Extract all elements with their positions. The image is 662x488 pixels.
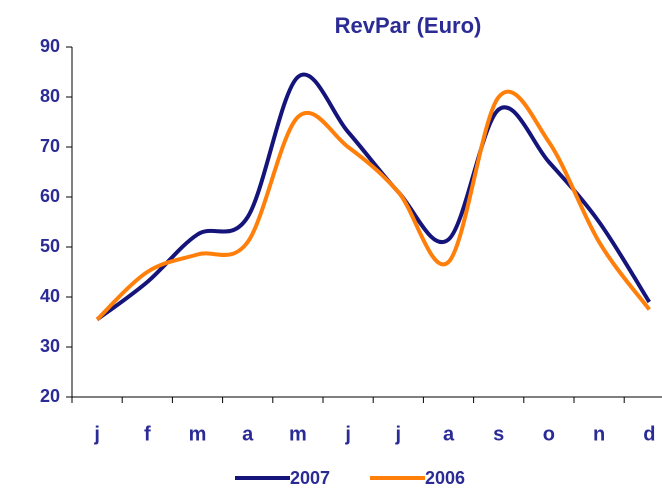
chart-title: RevPar (Euro) bbox=[335, 13, 482, 38]
legend-label: 2006 bbox=[425, 468, 465, 488]
x-tick-label: d bbox=[643, 423, 655, 445]
y-tick-label: 40 bbox=[40, 286, 60, 306]
y-tick-label: 20 bbox=[40, 386, 60, 406]
x-tick-label: a bbox=[443, 423, 455, 445]
y-tick-label: 80 bbox=[40, 86, 60, 106]
legend-label: 2007 bbox=[290, 468, 330, 488]
y-tick-label: 70 bbox=[40, 136, 60, 156]
y-tick-label: 30 bbox=[40, 336, 60, 356]
x-tick-label: m bbox=[289, 423, 307, 445]
x-tick-label: j bbox=[93, 423, 100, 445]
x-tick-label: o bbox=[543, 423, 555, 445]
x-tick-label: a bbox=[242, 423, 254, 445]
x-tick-label: f bbox=[144, 423, 151, 445]
y-tick-label: 90 bbox=[40, 36, 60, 56]
y-tick-label: 50 bbox=[40, 236, 60, 256]
series-line bbox=[95, 72, 651, 322]
series-line bbox=[95, 89, 651, 321]
x-tick-label: j bbox=[344, 423, 351, 445]
x-tick-label: m bbox=[189, 423, 207, 445]
x-tick-label: j bbox=[395, 423, 402, 445]
x-tick-label: s bbox=[493, 423, 504, 445]
y-tick-label: 60 bbox=[40, 186, 60, 206]
x-tick-label: n bbox=[593, 423, 605, 445]
